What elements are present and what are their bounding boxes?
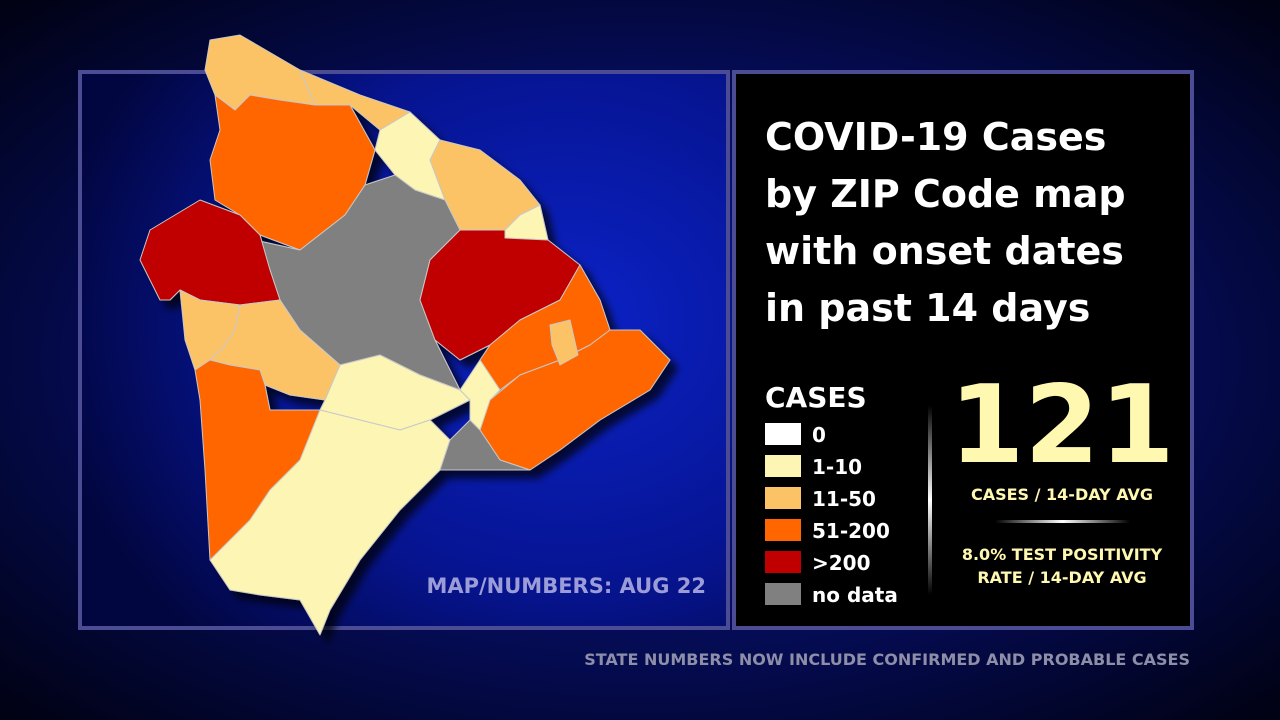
zip-region [479,264,611,391]
title: COVID-19 Cases by ZIP Code map with onset … [765,115,1126,330]
legend-label: >200 [812,551,871,575]
legend-label: 0 [812,423,826,447]
legend-label: no data [812,583,898,607]
positivity-line: 8.0% TEST POSITIVITY [962,545,1163,564]
zip-region [549,319,579,366]
case-count-label: CASES / 14-DAY AVG [971,485,1153,504]
legend-swatch [765,487,801,509]
legend-heading: CASES [765,381,867,414]
footer-note: STATE NUMBERS NOW INCLUDE CONFIRMED AND … [584,650,1190,669]
title-line: in past 14 days [765,286,1090,330]
positivity: 8.0% TEST POSITIVITY RATE / 14-DAY AVG [962,545,1163,587]
title-line: with onset dates [765,229,1124,273]
title-line: COVID-19 Cases [765,115,1106,159]
legend-swatch [765,551,801,573]
zip-region [459,359,501,431]
legend-label: 51-200 [812,519,890,543]
case-count: 121 [949,363,1174,488]
info-panel [732,70,1194,630]
positivity-line: RATE / 14-DAY AVG [977,568,1146,587]
source-note: MAP/NUMBERS: AUG 22 [426,574,706,598]
legend-swatch [765,519,801,541]
legend-swatch [765,583,801,605]
divider [995,520,1130,523]
title-line: by ZIP Code map [765,172,1126,216]
legend: 0 1-10 11-50 51-200 >200 no data [765,423,898,607]
legend-swatch [765,455,801,477]
legend-label: 11-50 [812,487,876,511]
legend-label: 1-10 [812,455,862,479]
legend-swatch [765,423,801,445]
island-map [139,34,671,636]
divider [928,405,932,595]
